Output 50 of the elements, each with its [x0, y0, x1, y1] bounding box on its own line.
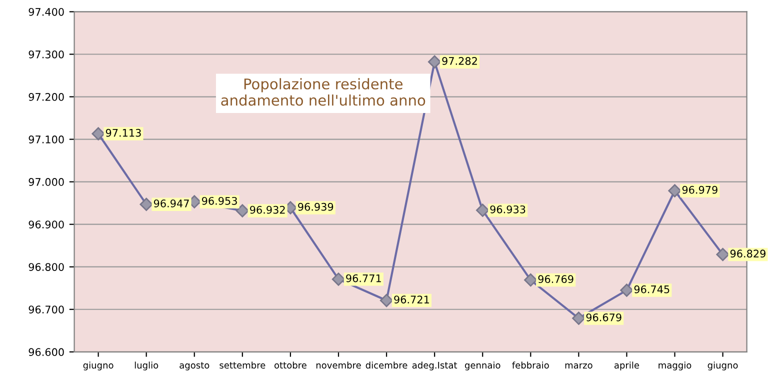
x-tick-label: marzo	[565, 363, 592, 369]
data-label: 96.721	[394, 296, 429, 304]
y-tick-label: 97.100	[28, 136, 64, 144]
x-tick-label: ottobre	[274, 362, 306, 369]
data-label: 97.113	[106, 128, 141, 137]
data-label: 97.282	[442, 57, 477, 65]
y-tick-label: 96.600	[28, 348, 64, 356]
point	[524, 273, 538, 287]
x-tick-label: febbraio	[512, 362, 549, 369]
x-tick-label: adeg.Istat	[412, 362, 458, 370]
point	[380, 294, 394, 308]
x-tick-label: maggio	[658, 362, 692, 370]
x-tick-label: gennaio	[464, 362, 500, 370]
data-label: 96.933	[490, 205, 526, 214]
y-tick-label: 97.300	[28, 50, 64, 58]
data-label: 96.939	[298, 202, 334, 211]
y-tick-label: 96.900	[28, 220, 64, 228]
x-tick-label: novembre	[316, 362, 361, 369]
data-label: 96.979	[682, 186, 718, 194]
x-tick-label: dicembre	[366, 362, 408, 369]
point	[572, 312, 586, 325]
x-tick-label: giugno	[83, 362, 114, 370]
y-tick-label: 97.000	[28, 178, 64, 186]
x-tick-label: giugno	[708, 362, 738, 370]
data-label: 96.932	[250, 206, 285, 214]
point	[140, 198, 153, 211]
data-label: 96.769	[538, 275, 574, 284]
point	[428, 55, 442, 68]
data-label: 96.947	[154, 199, 189, 208]
y-tick-label: 97.400	[28, 8, 64, 16]
data-label: 96.679	[586, 313, 622, 322]
y-tick-label: 97.200	[28, 93, 64, 101]
point	[620, 284, 634, 297]
data-label: 96.771	[346, 274, 381, 282]
point	[668, 184, 682, 198]
x-tick-label: settembre	[220, 362, 266, 369]
x-tick-label: luglio	[134, 362, 158, 370]
point	[716, 248, 730, 262]
text: Popolazione residente andamento nell'ultimo anno	[221, 78, 426, 106]
data-label: 96.953	[202, 196, 237, 205]
x-tick-label: aprile	[614, 362, 640, 370]
data-label: 96.745	[634, 285, 670, 294]
data-label: 96.829	[730, 250, 766, 258]
y-tick-label: 96.800	[28, 263, 64, 271]
y-tick-label: 96.700	[28, 306, 64, 314]
point	[332, 272, 346, 286]
point	[92, 127, 105, 140]
x-tick-label: agosto	[180, 362, 210, 370]
point	[476, 204, 490, 217]
point	[236, 204, 250, 218]
